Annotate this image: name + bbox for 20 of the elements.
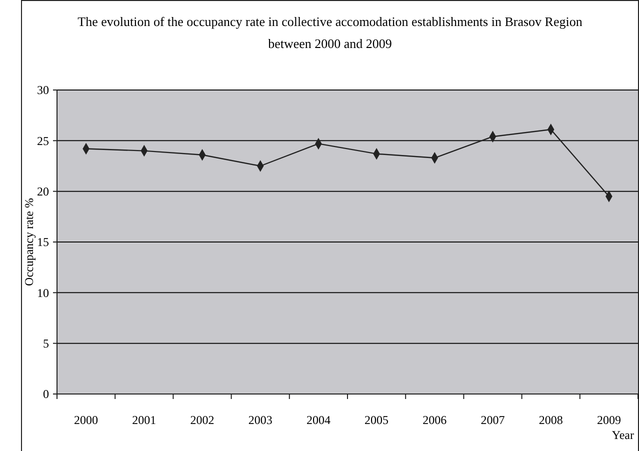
y-tick-label: 10 <box>37 286 49 300</box>
x-tick-label: 2003 <box>248 413 272 427</box>
y-tick-label: 0 <box>43 387 49 402</box>
x-tick-label: 2004 <box>306 413 330 427</box>
x-tick-label: 2007 <box>480 413 505 427</box>
x-tick-label: 2001 <box>132 413 156 427</box>
y-tick-label: 25 <box>37 134 49 148</box>
y-tick-label: 5 <box>43 336 49 351</box>
y-axis-title: Occupancy rate % <box>22 198 36 286</box>
x-tick-label: 2000 <box>74 413 98 427</box>
chart-title: The evolution of the occupancy rate in collective accomodation establishments in Brasov Region between 2000 and 2009 <box>78 14 583 51</box>
x-tick-label: 2005 <box>364 413 389 427</box>
x-tick-label: 2009 <box>596 413 621 427</box>
x-tick-label: 2008 <box>538 413 563 427</box>
x-axis-title: Year <box>612 428 634 442</box>
x-tick-label: 2006 <box>422 413 447 427</box>
x-tick-label: 2002 <box>190 413 214 427</box>
y-tick-label: 30 <box>37 83 49 98</box>
y-tick-label: 20 <box>37 184 49 199</box>
y-tick-label: 15 <box>37 235 49 250</box>
